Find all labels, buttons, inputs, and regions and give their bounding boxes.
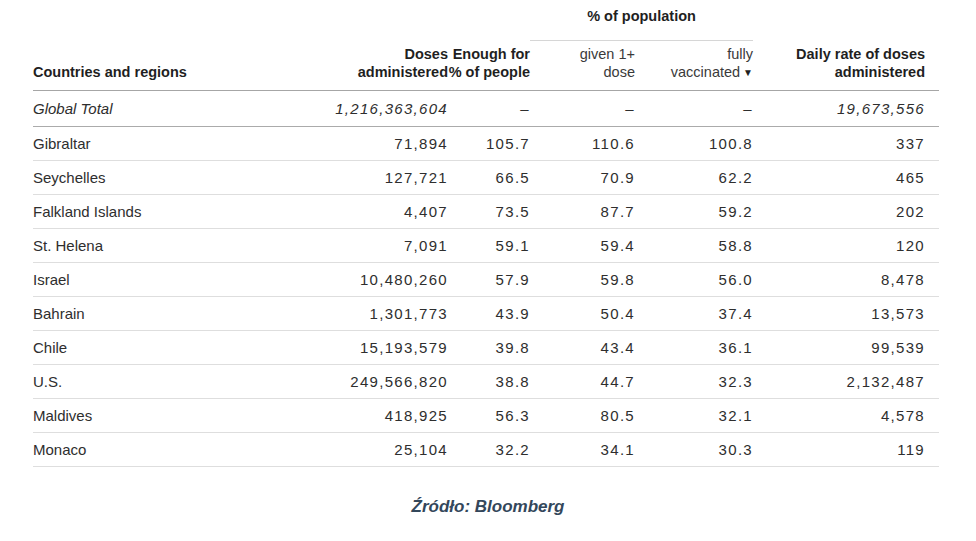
cell-fully: 62.2: [635, 160, 753, 194]
table-row: Maldives418,92556.380.532.14,578: [33, 398, 939, 432]
cell-doses: 25,104: [233, 432, 448, 466]
cell-daily: 119: [753, 432, 939, 466]
cell-fully: 36.1: [635, 330, 753, 364]
cell-daily: 99,539: [753, 330, 939, 364]
cell-fully: 100.8: [635, 126, 753, 160]
group-header-spacer: [33, 2, 233, 40]
cell-fully: –: [635, 90, 753, 126]
cell-enough: 105.7: [448, 126, 530, 160]
table-row: Chile15,193,57939.843.436.199,539: [33, 330, 939, 364]
cell-fully: 32.1: [635, 398, 753, 432]
cell-doses: 249,566,820: [233, 364, 448, 398]
cell-country: Seychelles: [33, 160, 233, 194]
cell-given1: 87.7: [530, 194, 635, 228]
group-header-percent-of-population: % of population: [530, 2, 753, 40]
cell-given1: 50.4: [530, 296, 635, 330]
column-header-daily-rate-of-doses[interactable]: Daily rate of doses administered: [753, 40, 939, 90]
table-row: Seychelles127,72166.570.962.2465: [33, 160, 939, 194]
column-header-fully-vaccinated[interactable]: fully vaccinated▼: [635, 40, 753, 90]
cell-daily: 120: [753, 228, 939, 262]
source-caption: Źródło: Bloomberg: [0, 497, 976, 517]
cell-given1: 59.4: [530, 228, 635, 262]
cell-daily: 202: [753, 194, 939, 228]
cell-enough: 39.8: [448, 330, 530, 364]
cell-given1: 43.4: [530, 330, 635, 364]
table-header: % of population Countries and regions Do…: [33, 2, 939, 90]
cell-daily: 337: [753, 126, 939, 160]
cell-daily: 4,578: [753, 398, 939, 432]
cell-doses: 71,894: [233, 126, 448, 160]
cell-doses: 15,193,579: [233, 330, 448, 364]
table-row: Monaco25,10432.234.130.3119: [33, 432, 939, 466]
cell-enough: 32.2: [448, 432, 530, 466]
cell-fully: 37.4: [635, 296, 753, 330]
group-header-row: % of population: [33, 2, 939, 40]
cell-given1: 44.7: [530, 364, 635, 398]
cell-enough: 66.5: [448, 160, 530, 194]
cell-fully: 58.8: [635, 228, 753, 262]
column-header-given-1plus-dose[interactable]: given 1+ dose: [530, 40, 635, 90]
global-total-row: Global Total1,216,363,604–––19,673,556: [33, 90, 939, 126]
cell-daily: 13,573: [753, 296, 939, 330]
cell-daily: 2,132,487: [753, 364, 939, 398]
group-header-spacer: [233, 2, 448, 40]
cell-enough: 43.9: [448, 296, 530, 330]
table-row: Falkland Islands4,40773.587.759.2202: [33, 194, 939, 228]
cell-given1: 110.6: [530, 126, 635, 160]
cell-country: Gibraltar: [33, 126, 233, 160]
cell-fully: 56.0: [635, 262, 753, 296]
vaccine-tracker-table-widget: % of population Countries and regions Do…: [0, 0, 976, 541]
table-row: Gibraltar71,894105.7110.6100.8337: [33, 126, 939, 160]
cell-given1: 59.8: [530, 262, 635, 296]
column-header-doses-administered[interactable]: Doses administered: [233, 40, 448, 90]
cell-daily: 8,478: [753, 262, 939, 296]
column-header-fully-vaccinated-label: fully vaccinated: [671, 46, 753, 80]
cell-country: U.S.: [33, 364, 233, 398]
cell-country: Monaco: [33, 432, 233, 466]
cell-country: Chile: [33, 330, 233, 364]
cell-doses: 1,301,773: [233, 296, 448, 330]
group-header-spacer: [753, 2, 939, 40]
cell-country: Israel: [33, 262, 233, 296]
cell-enough: 59.1: [448, 228, 530, 262]
cell-doses: 7,091: [233, 228, 448, 262]
cell-fully: 30.3: [635, 432, 753, 466]
column-header-enough-for-percent-of-people[interactable]: Enough for % of people: [448, 40, 530, 90]
cell-country: Maldives: [33, 398, 233, 432]
cell-enough: 73.5: [448, 194, 530, 228]
group-header-spacer: [448, 2, 530, 40]
cell-given1: 34.1: [530, 432, 635, 466]
cell-given1: 70.9: [530, 160, 635, 194]
cell-given1: –: [530, 90, 635, 126]
cell-doses: 418,925: [233, 398, 448, 432]
cell-country: St. Helena: [33, 228, 233, 262]
cell-enough: 38.8: [448, 364, 530, 398]
table-row: Bahrain1,301,77343.950.437.413,573: [33, 296, 939, 330]
sort-descending-icon: ▼: [743, 67, 753, 78]
cell-enough: 57.9: [448, 262, 530, 296]
cell-fully: 59.2: [635, 194, 753, 228]
cell-doses: 10,480,260: [233, 262, 448, 296]
cell-country: Falkland Islands: [33, 194, 233, 228]
cell-daily: 465: [753, 160, 939, 194]
cell-given1: 80.5: [530, 398, 635, 432]
cell-fully: 32.3: [635, 364, 753, 398]
column-header-countries-and-regions[interactable]: Countries and regions: [33, 40, 233, 90]
table-row: St. Helena7,09159.159.458.8120: [33, 228, 939, 262]
cell-country: Global Total: [33, 90, 233, 126]
cell-doses: 1,216,363,604: [233, 90, 448, 126]
cell-enough: 56.3: [448, 398, 530, 432]
cell-country: Bahrain: [33, 296, 233, 330]
vaccination-data-table: % of population Countries and regions Do…: [33, 2, 939, 467]
cell-daily: 19,673,556: [753, 90, 939, 126]
table-row: Israel10,480,26057.959.856.08,478: [33, 262, 939, 296]
cell-doses: 127,721: [233, 160, 448, 194]
cell-doses: 4,407: [233, 194, 448, 228]
table-body: Global Total1,216,363,604–––19,673,556Gi…: [33, 90, 939, 466]
table-row: U.S.249,566,82038.844.732.32,132,487: [33, 364, 939, 398]
cell-enough: –: [448, 90, 530, 126]
column-header-row: Countries and regions Doses administered…: [33, 40, 939, 90]
